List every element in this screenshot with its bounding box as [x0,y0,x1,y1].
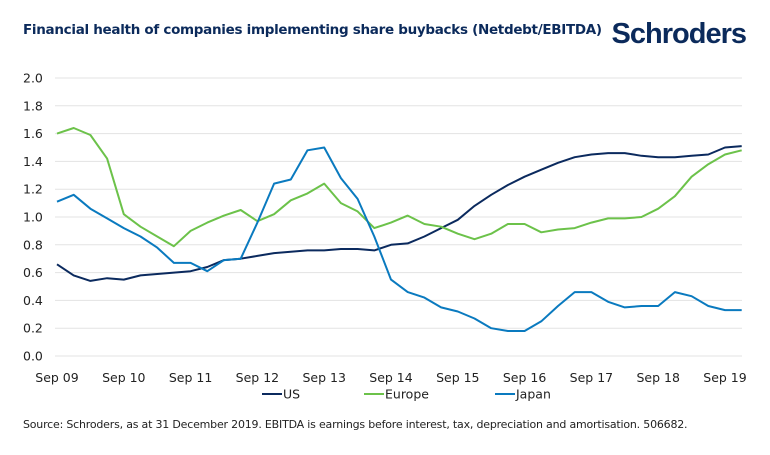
y-tick-label: 1.4 [23,154,43,169]
chart-title: Financial health of companies implementi… [23,22,602,38]
x-tick-label: Sep 13 [302,370,345,385]
legend-label-us: US [283,387,300,402]
x-tick-label: Sep 18 [636,370,679,385]
y-tick-label: 0.2 [23,321,43,336]
schroders-logo: Schroders [611,18,747,50]
y-tick-label: 0.6 [23,265,43,280]
x-tick-label: Sep 12 [236,370,279,385]
y-tick-label: 0.8 [23,237,43,252]
x-tick-label: Sep 15 [436,370,479,385]
y-tick-label: 1.8 [23,98,43,113]
legend-label-japan: Japan [515,387,551,402]
y-tick-label: 0.0 [23,349,43,364]
x-tick-label: Sep 16 [503,370,546,385]
x-tick-label: Sep 11 [169,370,212,385]
x-tick-label: Sep 19 [703,370,746,385]
x-tick-label: Sep 09 [35,370,78,385]
series-line-us [56,145,742,282]
y-tick-label: 2.0 [23,71,43,86]
x-tick-label: Sep 10 [102,370,145,385]
source-note: Source: Schroders, as at 31 December 201… [23,418,688,431]
y-tick-label: 0.4 [23,293,43,308]
legend-label-europe: Europe [385,387,429,402]
y-tick-label: 1.2 [23,182,43,197]
x-tick-label: Sep 17 [570,370,613,385]
series-line-japan [56,146,742,332]
x-tick-label: Sep 14 [369,370,412,385]
y-tick-label: 1.6 [23,126,43,141]
y-tick-label: 1.0 [23,210,43,225]
series-line-europe [56,127,742,248]
